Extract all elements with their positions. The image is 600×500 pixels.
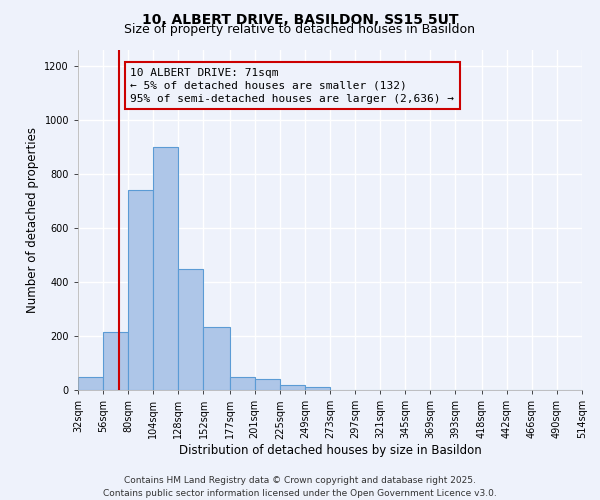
Bar: [203, 326, 230, 390]
Bar: [78, 376, 103, 390]
Text: 10, ALBERT DRIVE, BASILDON, SS15 5UT: 10, ALBERT DRIVE, BASILDON, SS15 5UT: [142, 12, 458, 26]
Y-axis label: Number of detached properties: Number of detached properties: [26, 127, 39, 313]
Bar: [103, 332, 128, 390]
Text: Contains HM Land Registry data © Crown copyright and database right 2025.
Contai: Contains HM Land Registry data © Crown c…: [103, 476, 497, 498]
Text: 10 ALBERT DRIVE: 71sqm
← 5% of detached houses are smaller (132)
95% of semi-det: 10 ALBERT DRIVE: 71sqm ← 5% of detached …: [130, 68, 454, 104]
Bar: [305, 388, 330, 390]
Bar: [153, 147, 178, 390]
Bar: [255, 379, 280, 390]
Bar: [280, 384, 305, 390]
X-axis label: Distribution of detached houses by size in Basildon: Distribution of detached houses by size …: [179, 444, 481, 457]
Bar: [128, 190, 153, 390]
Bar: [178, 268, 203, 390]
Text: Size of property relative to detached houses in Basildon: Size of property relative to detached ho…: [125, 22, 476, 36]
Bar: [230, 376, 255, 390]
